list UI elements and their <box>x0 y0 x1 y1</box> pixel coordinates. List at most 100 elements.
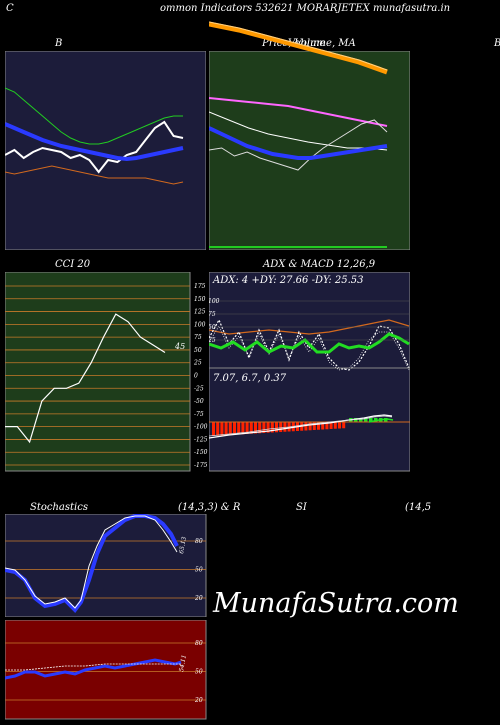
price-ma-overflow <box>209 21 388 75</box>
macd-bar <box>304 422 308 431</box>
macd-bar <box>254 422 257 434</box>
macd-bar <box>212 422 215 436</box>
price-ma-bg <box>209 51 410 250</box>
macd-bar <box>258 422 262 434</box>
price-ma-line-2 <box>209 119 388 171</box>
macd-bar <box>233 422 236 435</box>
rsi-blue-line <box>5 658 182 680</box>
macd-bar-positive <box>364 418 368 422</box>
price-ma-line-3 <box>209 126 388 160</box>
stochastics-current-label: 65.13 <box>178 536 188 554</box>
macd-line <box>209 414 393 439</box>
stochastics-tick-label: 80 <box>195 538 203 545</box>
cci-tick-label: 100 <box>194 321 206 328</box>
stochastics-tick-label: 20 <box>194 595 203 602</box>
rsi-chart: 80 50 20 54.11 <box>5 620 207 720</box>
cci-line <box>5 313 166 444</box>
rsi-white-line <box>5 663 181 671</box>
macd-bar <box>237 422 241 435</box>
cci-tick-label: 75 <box>194 334 202 341</box>
rsi-tick-label: 20 <box>194 697 203 704</box>
bollinger-chart <box>5 51 206 250</box>
adx-tick-label: 100 <box>209 298 220 305</box>
adx-tick-label: 25 <box>209 337 216 344</box>
macd-bar <box>325 422 329 430</box>
cci-tick-label: -150 <box>194 449 208 456</box>
cci-title: CCI 20 <box>55 259 91 270</box>
adx-white-dotted-b <box>209 325 410 371</box>
cci-tick-label: -175 <box>194 462 208 469</box>
bollinger-line-1 <box>5 122 184 162</box>
macd-bar <box>279 422 283 432</box>
macd-bar <box>245 422 249 434</box>
cci-tick-label: -75 <box>194 411 204 418</box>
adx-orange-line <box>209 319 410 335</box>
macd-bar-positive <box>359 418 363 422</box>
cci-tick-label: -100 <box>194 424 208 431</box>
cci-tick-label: -50 <box>194 398 204 405</box>
macd-bar <box>270 422 274 433</box>
right-edge-letter: B <box>494 38 500 49</box>
stochastics-title: Stochastics <box>30 502 88 513</box>
macd-bar <box>228 422 232 435</box>
macd-bar <box>283 422 287 432</box>
bollinger-line-3 <box>5 165 184 185</box>
macd-bar-positive <box>369 418 373 422</box>
adx-title: ADX & MACD 12,26,9 <box>263 259 376 270</box>
watermark: MunafaSutra.com <box>213 588 459 619</box>
adx-tick-label: 50 <box>209 324 216 331</box>
page-title: ommon Indicators 532621 MORARJETEX munaf… <box>160 3 451 14</box>
rsi-current-label: 54.11 <box>178 654 188 672</box>
adx-tick-label: 75 <box>209 311 216 318</box>
macd-bar-positive <box>384 418 388 422</box>
macd-bar <box>321 422 325 430</box>
macd-readout: 7.07, 6.7, 0.37 <box>213 373 287 384</box>
macd-bar <box>338 422 341 429</box>
cci-tick-label: 50 <box>194 347 202 354</box>
macd-bar <box>312 422 316 430</box>
cci-tick-label: -125 <box>194 436 208 443</box>
bollinger-title: B <box>55 38 63 49</box>
macd-signal-line <box>209 415 393 437</box>
macd-bar <box>216 422 220 436</box>
price-ma-line-1 <box>209 111 388 151</box>
stochastics-tick-label: 50 <box>195 567 203 574</box>
stochastics-chart: 80 50 20 65.13 <box>5 514 207 617</box>
rsi-title: SI <box>296 502 307 513</box>
price-ma-orange-edge <box>209 21 388 71</box>
rsi-params: (14,5 <box>405 502 432 513</box>
rsi-tick-label: 50 <box>195 669 203 676</box>
adx-chart: 100 75 50 25 <box>209 272 410 472</box>
bollinger-line-0 <box>5 120 184 174</box>
macd-bar <box>308 422 312 431</box>
price-ma-chart <box>209 51 410 250</box>
cci-tick-label: 125 <box>194 309 206 316</box>
rsi-tick-label: 80 <box>195 640 203 647</box>
macd-bar <box>224 422 228 436</box>
price-ma-line-0 <box>209 97 388 127</box>
macd-bar <box>329 422 333 429</box>
stochastics-blue-line <box>5 514 179 614</box>
macd-bar <box>275 422 278 433</box>
cci-chart: 175 150 125 100 75 50 25 0 -25 -50 -75 -100 -125 -150… <box>5 272 208 472</box>
macd-bar <box>317 422 320 430</box>
price-ma-title: Price, Volume, MA <box>262 38 356 49</box>
price-ma-orange-line <box>209 21 388 75</box>
adx-bg <box>209 272 410 472</box>
macd-bar <box>266 422 270 433</box>
macd-bar <box>262 422 266 433</box>
cci-tick-label: 0 <box>194 373 198 380</box>
macd-bar <box>241 422 245 435</box>
macd-green-line <box>368 418 394 423</box>
cci-bg <box>5 272 191 472</box>
cci-tick-label: 25 <box>193 360 202 367</box>
stochastics-white-line <box>5 515 178 609</box>
cci-current-label: 45 <box>174 342 185 351</box>
adx-green-line <box>209 332 410 354</box>
cci-tick-label: 175 <box>194 283 206 290</box>
macd-bar <box>333 422 337 429</box>
rsi-bg <box>5 620 207 720</box>
adx-white-dotted-a <box>209 318 410 371</box>
macd-bar-positive <box>354 418 358 422</box>
macd-bar <box>249 422 253 434</box>
